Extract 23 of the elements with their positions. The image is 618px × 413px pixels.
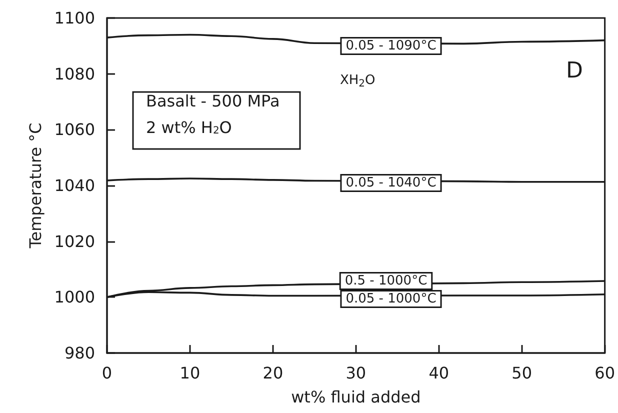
annotation: 0.05 - 1000°C [346,292,436,306]
annotation: 0.05 - 1090°C [346,38,436,54]
y-tick-label: 980 [64,344,95,362]
x-tick-label: 30 [346,364,366,382]
y-axis-title: Temperature °C [26,122,45,250]
x-tick-label: 60 [594,364,615,382]
x-tick-label: 40 [428,364,450,382]
annotation: Basalt - 500 MPa [146,92,280,110]
y-tick-label: 1100 [54,8,95,28]
y-tick-label: 1000 [54,288,95,307]
x-tick-label: 50 [512,364,532,382]
y-tick-label: 1020 [54,232,95,251]
y-tick-label: 1040 [54,176,95,195]
annotation: 0.5 - 1000°C [344,274,428,288]
annotation: 2 wt% H2O [146,118,232,137]
x-tick-label: 20 [262,364,284,382]
x-axis-title: wt% fluid added [291,388,421,406]
annotation: 0.05 - 1040°C [346,176,436,190]
y-tick-label: 1080 [54,64,95,84]
x-tick-label: 10 [180,364,200,382]
x-tick-label: 0 [102,364,112,382]
annotation: D [566,58,583,84]
y-tick-label: 1060 [54,120,95,140]
